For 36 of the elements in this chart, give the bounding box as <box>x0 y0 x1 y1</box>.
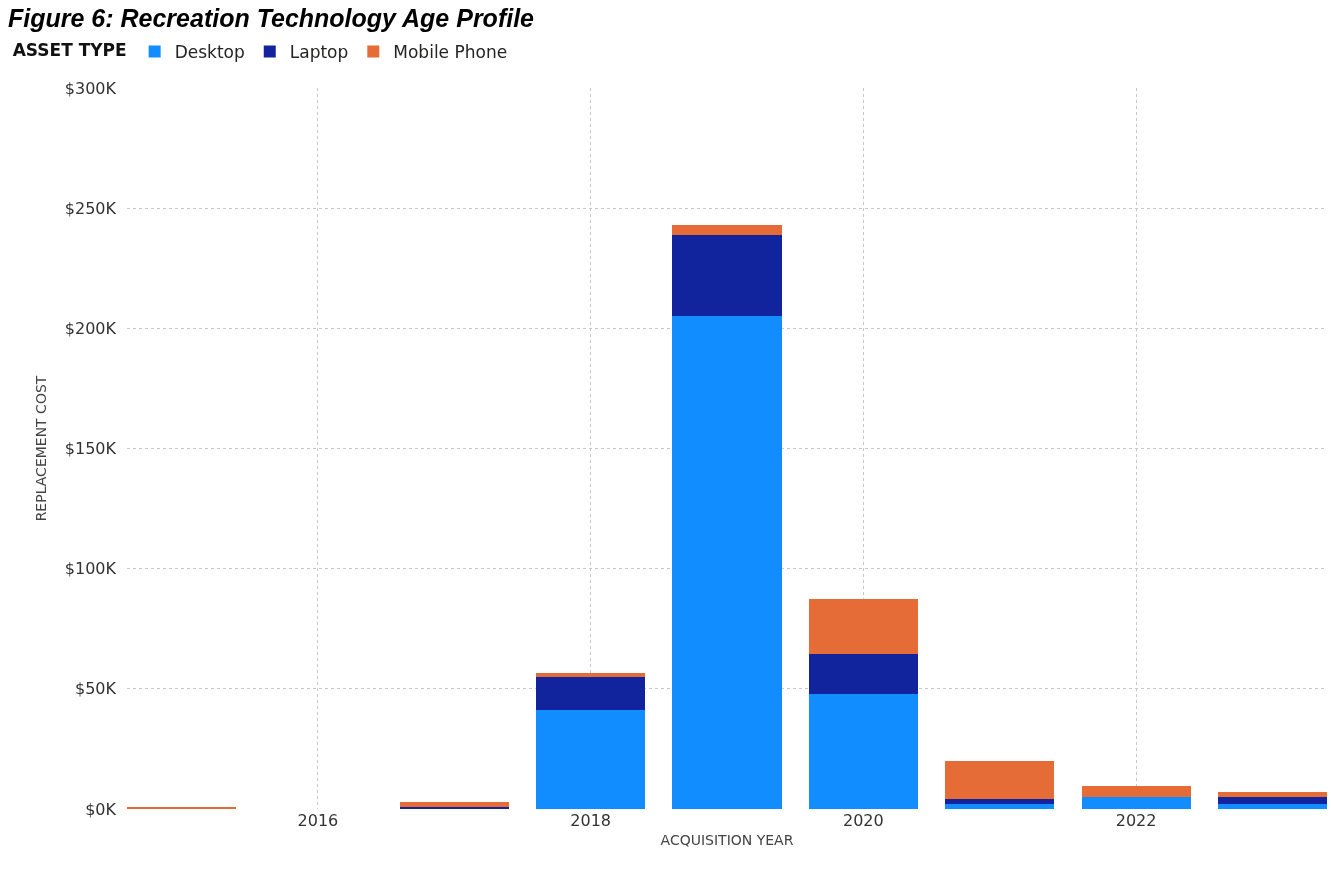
bar <box>1217 792 1327 797</box>
bar <box>672 316 782 809</box>
y-tick-label: $300K <box>64 78 117 98</box>
bar <box>1081 796 1191 809</box>
bar <box>808 653 918 694</box>
bar <box>399 801 509 807</box>
bar <box>536 710 646 809</box>
legend-label: Desktop <box>174 42 245 63</box>
bar <box>536 676 646 711</box>
x-tick-label: 2020 <box>843 811 884 830</box>
bar <box>945 799 1055 805</box>
y-tick-label: $250K <box>64 198 117 218</box>
bar <box>1217 804 1327 809</box>
x-tick-label: 2016 <box>297 811 339 830</box>
chart-title: Figure 6: Recreation Technology Age Profile <box>7 3 535 32</box>
bar <box>672 224 782 235</box>
bar <box>1217 796 1327 805</box>
legend-title: ASSET TYPE <box>12 40 127 61</box>
y-tick-label: $100K <box>64 559 117 579</box>
y-tick-label: $0K <box>85 799 117 819</box>
x-tick-label: 2018 <box>570 811 611 830</box>
bar <box>945 760 1055 800</box>
y-tick-label: $200K <box>64 318 117 338</box>
legend-label: Laptop <box>289 42 349 63</box>
bar <box>1081 786 1191 797</box>
bar <box>536 673 646 677</box>
y-tick-label: $50K <box>74 679 117 699</box>
bar <box>672 234 782 317</box>
x-axis-title: ACQUISITION YEAR <box>660 832 794 849</box>
bar <box>945 804 1055 809</box>
y-tick-label: $150K <box>64 439 117 459</box>
legend-label: Mobile Phone <box>393 42 508 63</box>
x-tick-label: 2022 <box>1115 811 1157 830</box>
y-axis-title: REPLACEMENT COST <box>33 375 50 522</box>
bar <box>808 693 918 809</box>
bar <box>808 598 918 654</box>
